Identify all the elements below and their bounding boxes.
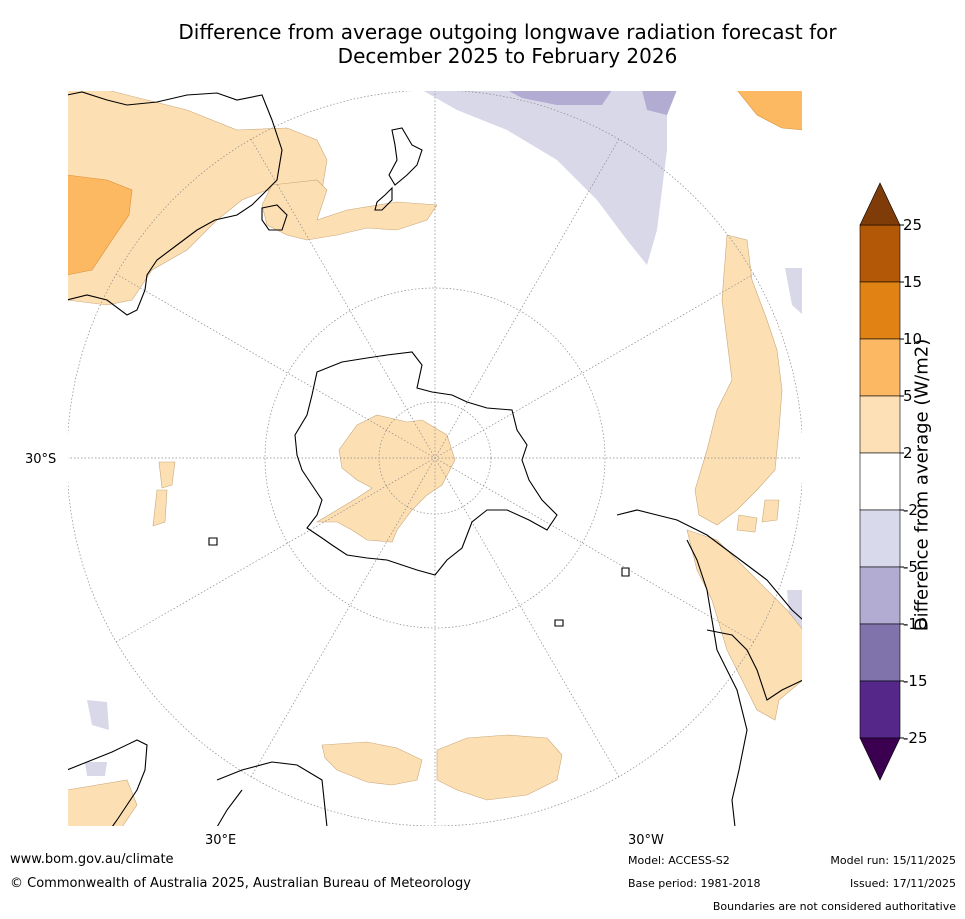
map-svg bbox=[67, 90, 803, 827]
colorbar-block bbox=[859, 452, 901, 511]
colorbar-extend-top bbox=[859, 182, 901, 226]
footer-model: Model: ACCESS-S2 bbox=[628, 854, 730, 867]
colorbar: 25 15 10 5 2 -2 -5 -10 -15 -25 bbox=[850, 180, 965, 790]
negative-anomaly-africa-coast bbox=[85, 762, 107, 776]
coast-tasmania bbox=[261, 204, 288, 231]
lat-label-30s: 30°S bbox=[25, 452, 57, 467]
coast-new-zealand-south bbox=[374, 186, 393, 211]
coast-small-island-1 bbox=[208, 537, 218, 546]
coast-small-island-2 bbox=[621, 567, 630, 577]
negative-anomaly-sa-coast bbox=[787, 590, 803, 630]
colorbar-tick-label: -10 bbox=[903, 615, 928, 633]
polar-map bbox=[67, 90, 803, 827]
negative-anomaly-madagascar-region bbox=[87, 700, 109, 730]
lon-label-30w: 30°W bbox=[628, 833, 664, 848]
positive-anomaly-south-2 bbox=[436, 734, 563, 801]
positive-anomaly-small-east-2 bbox=[736, 514, 758, 533]
colorbar-block bbox=[859, 623, 901, 682]
positive-anomaly-sa-patch bbox=[686, 529, 803, 721]
positive-anomaly-sa-south bbox=[67, 779, 138, 827]
colorbar-block bbox=[859, 338, 901, 397]
colorbar-tick-label: -2 bbox=[903, 501, 918, 519]
colorbar-block bbox=[859, 281, 901, 340]
colorbar-tick-label: -25 bbox=[903, 729, 928, 747]
colorbar-block bbox=[859, 395, 901, 454]
positive-anomaly-indian-2 bbox=[152, 489, 168, 527]
colorbar-tick-label: -15 bbox=[903, 672, 928, 690]
colorbar-tick-label: 10 bbox=[903, 330, 922, 348]
colorbar-tick-label: 2 bbox=[903, 444, 913, 462]
colorbar-blocks bbox=[859, 182, 901, 781]
positive-anomaly-indian-1 bbox=[158, 461, 176, 489]
negative-anomaly-east bbox=[785, 268, 803, 315]
footer-website[interactable]: www.bom.gov.au/climate bbox=[10, 852, 174, 867]
colorbar-tick-label: 25 bbox=[903, 216, 922, 234]
positive-anomaly-small-east bbox=[761, 499, 780, 523]
meridian-120 bbox=[115, 273, 755, 643]
footer-copyright: © Commonwealth of Australia 2025, Austra… bbox=[10, 876, 471, 891]
lon-label-30e: 30°E bbox=[205, 833, 237, 848]
coast-new-zealand-north bbox=[388, 127, 423, 186]
footer-base-period: Base period: 1981-2018 bbox=[628, 877, 761, 890]
coast-south-america-east bbox=[706, 629, 803, 701]
colorbar-block bbox=[859, 509, 901, 568]
coast-antarctica bbox=[294, 351, 558, 576]
colorbar-ticks: 25 15 10 5 2 -2 -5 -10 -15 -25 bbox=[900, 216, 928, 747]
colorbar-tick-label: -5 bbox=[903, 558, 918, 576]
footer-issued: Issued: 17/11/2025 bbox=[849, 877, 956, 890]
footer-disclaimer: Boundaries are not considered authoritat… bbox=[712, 900, 956, 913]
negative-anomaly-core-2 bbox=[642, 90, 677, 115]
colorbar-tick-label: 15 bbox=[903, 273, 922, 291]
negative-anomaly-core bbox=[507, 90, 612, 105]
colorbar-svg: 25 15 10 5 2 -2 -5 -10 -15 -25 bbox=[859, 182, 928, 781]
map-title: Difference from average outgoing longwav… bbox=[60, 20, 955, 68]
coast-small-island-3 bbox=[554, 619, 564, 627]
colorbar-label: Difference from average (W/m2) bbox=[911, 338, 933, 632]
coast-australia bbox=[67, 91, 283, 316]
strong-positive-anomaly-northeast bbox=[736, 90, 803, 131]
negative-anomaly-north bbox=[422, 90, 667, 265]
map-border bbox=[67, 90, 803, 827]
coast-south-america bbox=[616, 509, 803, 827]
colorbar-block bbox=[859, 680, 901, 739]
colorbar-block bbox=[859, 224, 901, 283]
coast-southern-africa bbox=[67, 739, 148, 827]
colorbar-extend-bottom bbox=[859, 737, 901, 781]
colorbar-block bbox=[859, 566, 901, 625]
positive-anomaly-antarctica bbox=[315, 414, 456, 543]
footer-model-run: Model run: 15/11/2025 bbox=[830, 854, 956, 867]
coastlines bbox=[67, 91, 803, 827]
title-line-2: December 2025 to February 2026 bbox=[337, 44, 678, 68]
title-line-1: Difference from average outgoing longwav… bbox=[178, 20, 837, 44]
graticule-ring-2 bbox=[264, 287, 606, 629]
colorbar-tick-label: 5 bbox=[903, 387, 913, 405]
strong-positive-anomaly-australia bbox=[67, 174, 133, 276]
positive-anomaly-south-1 bbox=[321, 741, 423, 786]
positive-anomaly-pacific-east bbox=[694, 234, 783, 526]
coast-madagascar bbox=[216, 761, 328, 827]
